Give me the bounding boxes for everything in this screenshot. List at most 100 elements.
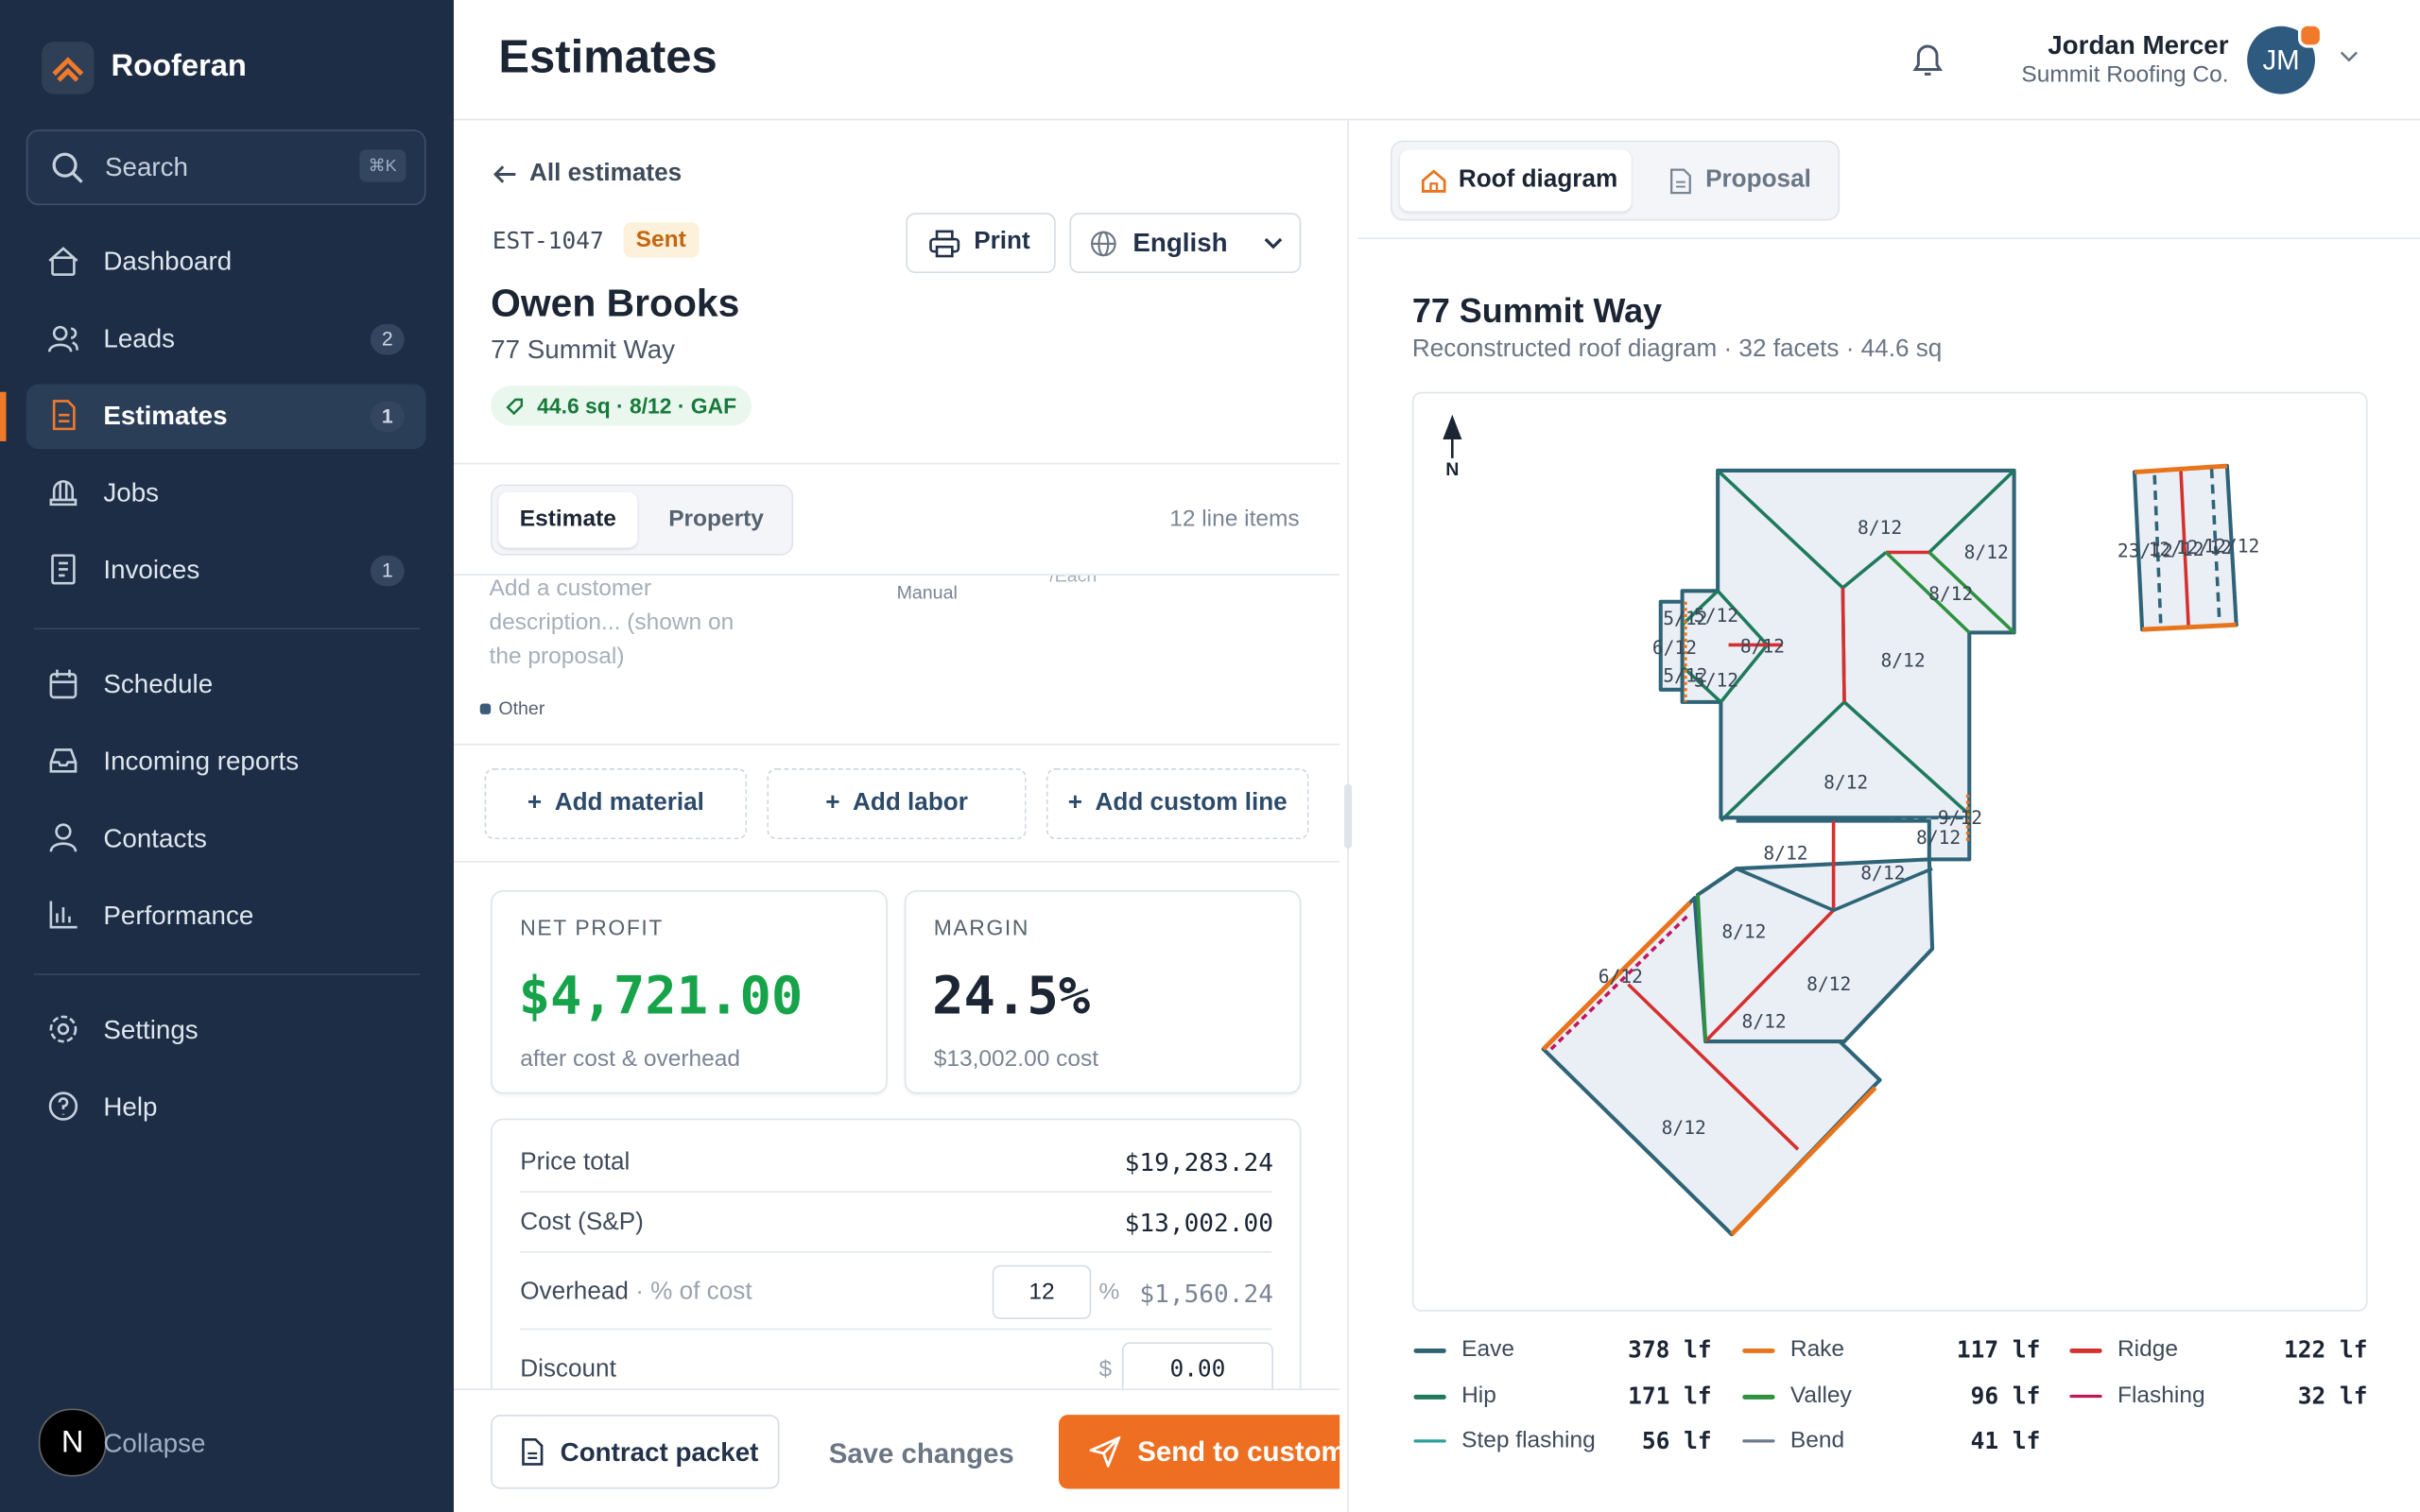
nav-icon xyxy=(51,554,76,585)
send-button[interactable]: Send to customer xyxy=(1059,1415,1340,1489)
facet-pitch: 8/12 xyxy=(1858,517,1902,539)
estimate-id: EST-1047 xyxy=(492,226,604,255)
nav-label: Performance xyxy=(103,901,254,931)
print-label: Print xyxy=(974,228,1030,255)
divider xyxy=(453,743,1340,746)
customer-name: Owen Brooks xyxy=(491,282,740,326)
nav-label: Incoming reports xyxy=(103,747,300,777)
shortcut: ⌘K xyxy=(358,149,406,182)
facet-pitch: 8/12 xyxy=(1880,649,1925,671)
label: Send to customer xyxy=(1137,1436,1340,1468)
facet-pitch: 23/12 xyxy=(2118,540,2173,561)
legend-swatch xyxy=(1742,1348,1775,1353)
diagram-subtitle: Reconstructed roof diagram · 32 facets ·… xyxy=(1411,335,1943,363)
line-count: 12 line items xyxy=(1169,506,1300,533)
legend-swatch xyxy=(1742,1394,1775,1400)
ridge-lines xyxy=(1627,469,2190,1151)
top-bar: Estimates Jordan Mercer Summit Roofing C… xyxy=(453,0,2420,121)
overhead-input[interactable]: 12 xyxy=(992,1264,1092,1319)
collapse[interactable]: Collapse xyxy=(103,1428,206,1458)
nav-item[interactable]: Performance xyxy=(26,885,426,950)
bell[interactable] xyxy=(1910,40,1946,79)
diagram-tabs: Roof diagram Proposal xyxy=(1391,140,1841,221)
nav-item[interactable]: Jobs xyxy=(26,461,426,526)
nav-item[interactable]: Leads 2 xyxy=(26,307,426,372)
back-link[interactable]: All estimates xyxy=(529,160,683,187)
legend-swatch xyxy=(1742,1439,1775,1443)
overhead: Overhead xyxy=(520,1279,629,1306)
legend-name: Bend xyxy=(1789,1427,1845,1453)
facet-pitch: 8/12 xyxy=(1806,973,1851,995)
nav-icon xyxy=(52,400,76,431)
legend-swatch xyxy=(1413,1394,1446,1400)
label: Add material xyxy=(554,789,704,816)
roof-tag: 44.6 sq · 8/12 · GAF xyxy=(491,386,752,426)
chevron[interactable] xyxy=(2338,49,2360,64)
splitter-handle[interactable] xyxy=(1344,783,1353,849)
user-name: Jordan Mercer xyxy=(2048,30,2229,60)
value: $4,721.00 xyxy=(518,966,804,1028)
nav-icon xyxy=(49,1015,78,1043)
search-placeholder: Search xyxy=(105,152,188,182)
print-button[interactable]: Print xyxy=(906,213,1056,273)
status-dot xyxy=(2298,23,2324,48)
add-custom[interactable]: + Add custom line xyxy=(1046,768,1309,840)
contract-button[interactable]: Contract packet xyxy=(491,1415,780,1489)
legend-value: 117 lf xyxy=(1956,1335,2041,1365)
nav-item[interactable]: Incoming reports xyxy=(26,730,426,795)
facet-pitch: 12/12 xyxy=(2204,535,2259,557)
manual: Manual xyxy=(896,581,958,604)
nav-icon xyxy=(49,901,78,929)
add-labor[interactable]: + Add labor xyxy=(767,768,1027,840)
nav-item[interactable]: Schedule xyxy=(26,653,426,718)
nav-label: Dashboard xyxy=(103,247,233,277)
nav-label: Estimates xyxy=(103,401,228,431)
facet-pitch: 5/12 xyxy=(1694,605,1738,627)
language-select[interactable]: English xyxy=(1069,213,1302,273)
facet-pitch: 5/12 xyxy=(1694,670,1738,692)
description-placeholder[interactable]: Add a customer description... (shown on … xyxy=(489,575,735,670)
user-avatar[interactable]: N xyxy=(38,1408,107,1477)
divider xyxy=(520,1191,1272,1194)
add-material[interactable]: + Add material xyxy=(484,768,748,840)
facet-pitch: 8/12 xyxy=(1824,771,1868,793)
nav-item[interactable]: Invoices 1 xyxy=(26,539,426,604)
tab-active[interactable]: Estimate xyxy=(498,491,638,548)
tab[interactable]: Property xyxy=(668,506,764,533)
tabs: Estimate Property xyxy=(491,484,794,556)
tab[interactable]: Proposal xyxy=(1639,149,1830,211)
nav-label: Leads xyxy=(103,323,176,353)
facet-pitch: 8/12 xyxy=(1763,842,1807,864)
search[interactable]: Search ⌘K xyxy=(26,129,426,206)
diagram-frame xyxy=(1411,391,2368,1312)
nav-icon xyxy=(48,1091,78,1121)
facet-pitch: 6/12 xyxy=(1652,637,1697,659)
nav-icon xyxy=(49,823,78,852)
logo xyxy=(42,42,95,94)
save-button[interactable]: Save changes xyxy=(828,1437,1014,1469)
legend-name: Step flashing xyxy=(1461,1427,1596,1453)
nav-label: Schedule xyxy=(103,669,214,699)
tab-active[interactable]: Roof diagram xyxy=(1399,149,1632,212)
nav-item[interactable]: Estimates 1 xyxy=(26,384,426,450)
nav-icon xyxy=(49,748,78,773)
nav-badge: 1 xyxy=(370,555,405,587)
nav-item[interactable]: Dashboard xyxy=(26,230,426,295)
unit: % xyxy=(1098,1279,1120,1306)
nav-item[interactable]: Help xyxy=(26,1075,426,1141)
legend-value: 378 lf xyxy=(1628,1335,1712,1365)
nav-icon xyxy=(48,247,78,276)
label: Add custom line xyxy=(1095,789,1288,816)
north-arrow xyxy=(1443,414,1462,458)
legend-name: Hip xyxy=(1461,1382,1496,1409)
nav-label: Invoices xyxy=(103,555,200,585)
address: 77 Summit Way xyxy=(491,335,676,365)
legend-name: Ridge xyxy=(2118,1335,2179,1363)
nav-item[interactable]: Settings xyxy=(26,998,426,1063)
facet-pitch: 8/12 xyxy=(1742,1010,1787,1032)
nav-item[interactable]: Contacts xyxy=(26,807,426,872)
facet-pitch: 8/12 xyxy=(1721,921,1766,943)
footer: Contract packet Save changes Send to cus… xyxy=(453,1388,1340,1512)
category: Other xyxy=(498,696,545,719)
facet-group xyxy=(1658,599,1685,692)
